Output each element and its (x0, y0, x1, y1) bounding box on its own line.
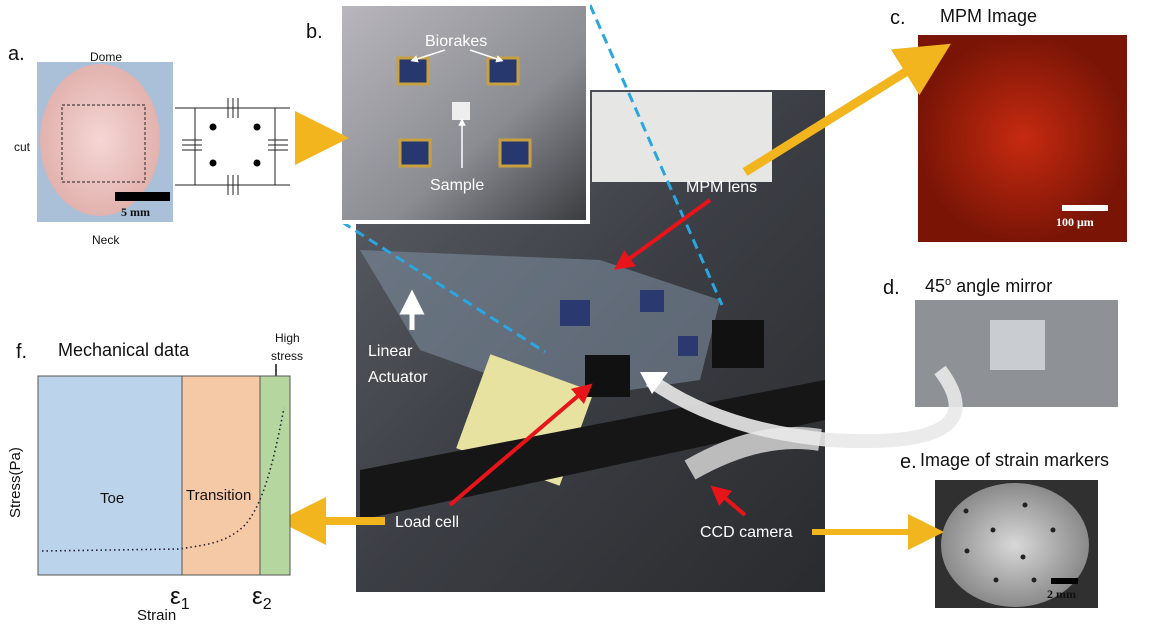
epsilon-sub: 2 (263, 596, 272, 613)
panel-title: MPM Image (940, 6, 1037, 26)
panel-title: Image of strain markers (920, 450, 1109, 470)
high-stress-label: stress (271, 349, 303, 363)
top-label: Dome (90, 50, 122, 64)
title-rest: angle mirror (956, 276, 1052, 296)
panel-label: d. (883, 277, 900, 299)
bottom-label: Neck (92, 233, 120, 247)
schematic (175, 98, 290, 195)
panel-label: f. (16, 341, 27, 363)
panel-label: b. (306, 21, 323, 43)
epsilon: ε (252, 583, 263, 610)
scale-label: 100 μm (1056, 215, 1094, 229)
panel-title: 45o angle mirror (925, 276, 1052, 296)
scale-bar (115, 192, 170, 201)
side-label: cut (14, 140, 31, 154)
high-stress-label: High (275, 331, 300, 345)
rake (500, 140, 530, 166)
load-cell (585, 355, 630, 397)
camera-label: CCD camera (700, 524, 793, 541)
rake (640, 290, 664, 312)
panel-label: c. (890, 7, 906, 29)
title-sup: o (945, 276, 951, 288)
actuator-label: Actuator (368, 369, 428, 386)
epsilon-sub: 1 (181, 596, 190, 613)
panel-label: a. (8, 43, 25, 65)
scale-label: 5 mm (121, 205, 150, 219)
toe-region (38, 376, 182, 575)
rake (400, 140, 430, 166)
lens-label: MPM lens (686, 179, 757, 196)
panel-title: Mechanical data (58, 340, 190, 360)
figure: Biorakes Sample b. a. 5 mm Dome cut Neck… (0, 0, 1165, 628)
panel-label: e. (900, 451, 917, 473)
transition-region (182, 376, 260, 575)
load-block (712, 320, 764, 368)
sample (452, 102, 470, 120)
markers (210, 124, 261, 167)
scale-label: 2 mm (1047, 587, 1076, 601)
scale-bar (1051, 578, 1078, 584)
biorakes-label: Biorakes (425, 33, 487, 50)
scale-bar (1062, 205, 1108, 211)
epsilon: ε (170, 583, 181, 610)
region-label: Toe (100, 490, 124, 507)
rake (488, 58, 518, 84)
rake (560, 300, 590, 326)
y-axis-label: Stress(Pa) (7, 447, 24, 518)
actuator-label: Linear (368, 343, 413, 360)
sample-label: Sample (430, 177, 484, 194)
rake (678, 336, 698, 356)
region-label: Transition (186, 487, 251, 504)
epsilon-label: ε2 (252, 583, 272, 613)
load-cell-label: Load cell (395, 514, 459, 531)
rake (398, 58, 428, 84)
epsilon-label: ε1 (170, 583, 190, 613)
mirror (990, 320, 1045, 370)
high-stress-region (260, 376, 290, 575)
title-number: 45 (925, 276, 945, 296)
